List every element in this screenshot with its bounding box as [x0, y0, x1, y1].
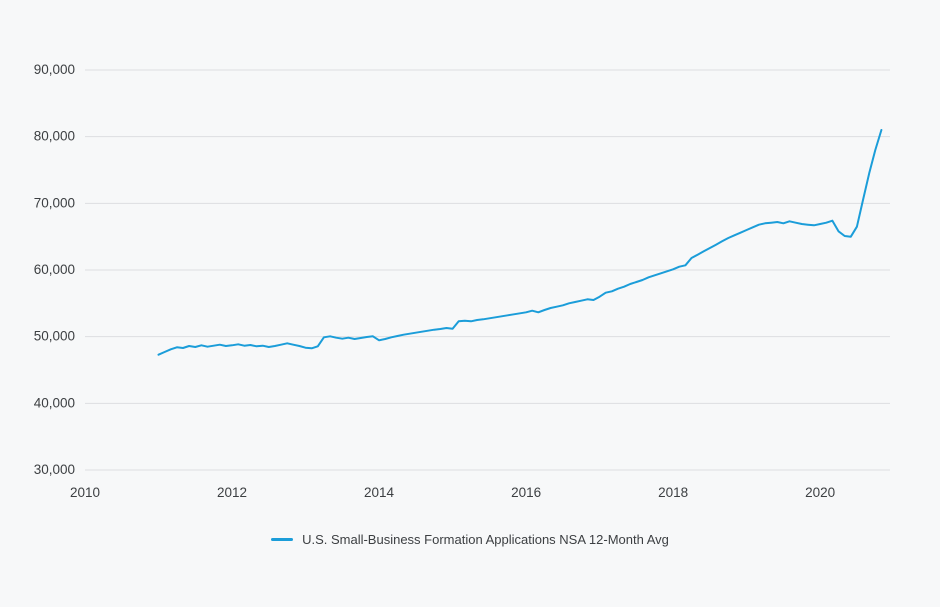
y-tick-label: 40,000 [34, 395, 75, 410]
series-line [157, 129, 883, 356]
x-tick-label: 2010 [70, 485, 100, 500]
y-tick-label: 60,000 [34, 262, 75, 277]
y-tick-label: 70,000 [34, 195, 75, 210]
x-tick-label: 2016 [511, 485, 541, 500]
x-tick-label: 2020 [805, 485, 835, 500]
y-tick-label: 80,000 [34, 129, 75, 144]
chart-legend: U.S. Small-Business Formation Applicatio… [0, 532, 940, 547]
legend-label: U.S. Small-Business Formation Applicatio… [302, 532, 669, 547]
y-tick-label: 30,000 [34, 462, 75, 477]
x-tick-label: 2018 [658, 485, 688, 500]
y-tick-label: 50,000 [34, 329, 75, 344]
x-tick-label: 2014 [364, 485, 395, 500]
x-tick-label: 2012 [217, 485, 247, 500]
legend-line-swatch [271, 538, 294, 541]
y-tick-label: 90,000 [34, 62, 75, 77]
